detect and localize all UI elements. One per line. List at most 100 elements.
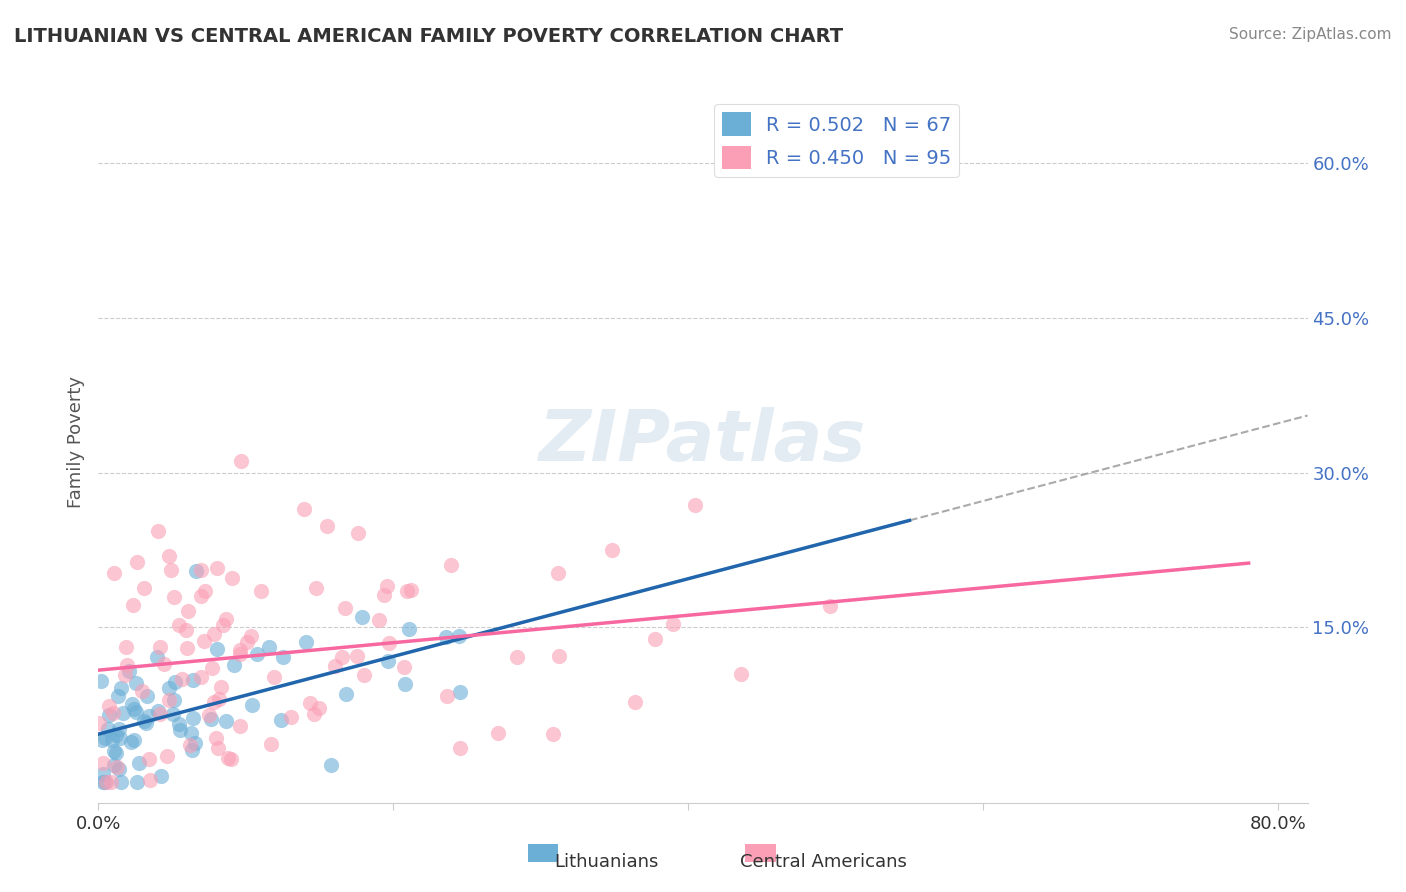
Point [209, 681, 232, 695]
Point [368, 613, 391, 627]
Point [217, 750, 239, 764]
Point [207, 641, 229, 656]
Point [112, 706, 135, 720]
Point [373, 588, 395, 602]
Point [239, 629, 262, 643]
Point [295, 634, 318, 648]
Point [90, 674, 112, 689]
Point [107, 689, 129, 703]
Point [394, 676, 416, 690]
Point [110, 775, 132, 789]
Point [242, 698, 264, 712]
Point [353, 668, 375, 682]
Point [600, 542, 623, 557]
Point [125, 675, 148, 690]
Point [108, 731, 131, 745]
Point [128, 756, 150, 770]
Point [229, 454, 252, 468]
Point [202, 695, 225, 709]
Point [447, 629, 470, 643]
Point [375, 579, 398, 593]
Point [103, 758, 125, 772]
Point [436, 689, 458, 703]
Point [818, 599, 841, 613]
Point [114, 640, 136, 655]
Point [105, 759, 128, 773]
Point [125, 556, 148, 570]
Point [259, 737, 281, 751]
Point [319, 758, 342, 772]
Point [181, 711, 204, 725]
Point [246, 647, 269, 661]
Point [149, 640, 172, 654]
Point [190, 563, 212, 577]
Point [263, 670, 285, 684]
Point [184, 736, 207, 750]
Point [224, 658, 246, 673]
Point [103, 744, 125, 758]
Point [440, 558, 463, 573]
Point [346, 648, 368, 663]
Point [138, 708, 160, 723]
Legend: R = 0.502   N = 67, R = 0.450   N = 95: R = 0.502 N = 67, R = 0.450 N = 95 [714, 104, 959, 178]
Point [120, 734, 142, 748]
Point [91, 775, 114, 789]
Point [162, 590, 184, 604]
Point [98, 708, 121, 723]
Point [392, 660, 415, 674]
Y-axis label: Family Poverty: Family Poverty [66, 376, 84, 508]
Point [114, 667, 136, 681]
Point [115, 657, 138, 672]
Point [159, 563, 181, 577]
Point [644, 632, 666, 646]
Point [207, 741, 229, 756]
Point [179, 738, 201, 752]
Point [94, 731, 117, 745]
Point [506, 649, 529, 664]
Point [162, 707, 184, 722]
Point [229, 643, 252, 657]
Point [97, 723, 120, 737]
Point [377, 654, 399, 668]
Point [181, 673, 204, 687]
Point [449, 684, 471, 698]
Point [174, 624, 197, 638]
Point [202, 627, 225, 641]
Point [148, 524, 170, 539]
Point [193, 634, 215, 648]
Point [270, 713, 292, 727]
Point [121, 697, 143, 711]
Point [292, 502, 315, 516]
Point [104, 728, 127, 742]
Point [194, 583, 217, 598]
Point [87, 716, 110, 731]
Point [229, 719, 252, 733]
Point [101, 733, 124, 747]
Point [138, 752, 160, 766]
Point [486, 726, 509, 740]
Point [205, 731, 228, 745]
Point [125, 705, 148, 719]
Point [165, 674, 187, 689]
Point [146, 649, 169, 664]
Point [131, 684, 153, 698]
Point [198, 708, 221, 723]
Point [323, 658, 346, 673]
Point [229, 648, 252, 662]
Point [122, 732, 145, 747]
Point [250, 584, 273, 599]
Point [170, 672, 193, 686]
Point [302, 707, 325, 722]
Point [299, 696, 322, 710]
Point [190, 671, 212, 685]
Point [135, 690, 157, 704]
Point [157, 549, 180, 564]
Point [205, 560, 228, 574]
Point [177, 603, 200, 617]
Point [662, 617, 685, 632]
Point [398, 622, 420, 636]
Point [101, 706, 124, 721]
Point [200, 712, 222, 726]
Point [399, 582, 422, 597]
Point [449, 741, 471, 756]
